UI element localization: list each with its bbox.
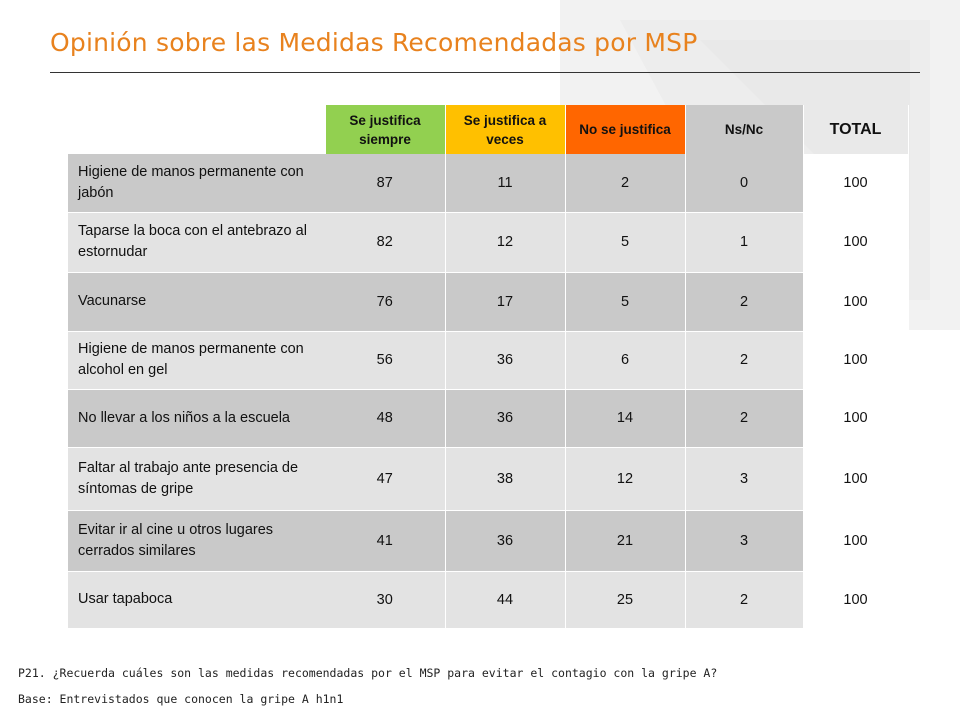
value-siempre: 87: [325, 154, 446, 213]
value-a-veces: 36: [445, 389, 566, 448]
row-label: No llevar a los niños a la escuela: [68, 389, 325, 448]
value-siempre: 41: [325, 510, 446, 572]
opinion-table: Se justifica siempre Se justifica a vece…: [68, 105, 909, 629]
header-blank: [68, 105, 326, 154]
value-nsnc: 2: [685, 331, 804, 390]
row-label: Usar tapaboca: [68, 571, 325, 629]
value-a-veces: 11: [445, 154, 566, 213]
value-no-justifica: 5: [565, 272, 686, 332]
table-row: No llevar a los niños a la escuela 48 36…: [68, 389, 909, 448]
value-no-justifica: 12: [565, 447, 686, 511]
value-total: 100: [803, 272, 909, 332]
value-no-justifica: 2: [565, 154, 686, 213]
value-total: 100: [803, 331, 909, 390]
row-label: Evitar ir al cine u otros lugares cerrad…: [68, 510, 325, 572]
value-nsnc: 1: [685, 212, 804, 273]
value-siempre: 56: [325, 331, 446, 390]
header-no-justifica: No se justifica: [565, 105, 686, 154]
table-row: Higiene de manos permanente con alcohol …: [68, 331, 909, 390]
title-divider: [50, 72, 920, 73]
header-total: TOTAL: [803, 105, 909, 154]
value-total: 100: [803, 510, 909, 572]
value-siempre: 47: [325, 447, 446, 511]
value-nsnc: 2: [685, 272, 804, 332]
value-siempre: 48: [325, 389, 446, 448]
row-label: Vacunarse: [68, 272, 325, 332]
header-row: Se justifica siempre Se justifica a vece…: [68, 105, 909, 154]
value-nsnc: 2: [685, 571, 804, 629]
footer-base: Base: Entrevistados que conocen la gripe…: [18, 692, 344, 706]
value-siempre: 76: [325, 272, 446, 332]
value-total: 100: [803, 447, 909, 511]
footer-question: P21. ¿Recuerda cuáles son las medidas re…: [18, 666, 718, 680]
value-a-veces: 44: [445, 571, 566, 629]
value-siempre: 30: [325, 571, 446, 629]
table-row: Taparse la boca con el antebrazo al esto…: [68, 212, 909, 273]
table-row: Evitar ir al cine u otros lugares cerrad…: [68, 510, 909, 572]
row-label: Higiene de manos permanente con jabón: [68, 154, 325, 213]
value-a-veces: 38: [445, 447, 566, 511]
header-a-veces: Se justifica a veces: [445, 105, 566, 154]
header-nsnc: Ns/Nc: [685, 105, 804, 154]
header-siempre: Se justifica siempre: [325, 105, 446, 154]
row-label: Taparse la boca con el antebrazo al esto…: [68, 212, 325, 273]
value-nsnc: 3: [685, 447, 804, 511]
row-label: Faltar al trabajo ante presencia de sínt…: [68, 447, 325, 511]
value-total: 100: [803, 212, 909, 273]
value-total: 100: [803, 389, 909, 448]
value-no-justifica: 5: [565, 212, 686, 273]
value-no-justifica: 6: [565, 331, 686, 390]
value-siempre: 82: [325, 212, 446, 273]
table-row: Higiene de manos permanente con jabón 87…: [68, 154, 909, 213]
value-a-veces: 12: [445, 212, 566, 273]
value-no-justifica: 25: [565, 571, 686, 629]
page-title: Opinión sobre las Medidas Recomendadas p…: [50, 28, 698, 57]
table-row: Usar tapaboca 30 44 25 2 100: [68, 571, 909, 629]
table-row: Vacunarse 76 17 5 2 100: [68, 272, 909, 332]
table-row: Faltar al trabajo ante presencia de sínt…: [68, 447, 909, 511]
value-total: 100: [803, 154, 909, 213]
value-nsnc: 0: [685, 154, 804, 213]
value-a-veces: 36: [445, 510, 566, 572]
value-no-justifica: 21: [565, 510, 686, 572]
row-label: Higiene de manos permanente con alcohol …: [68, 331, 325, 390]
value-total: 100: [803, 571, 909, 629]
value-nsnc: 2: [685, 389, 804, 448]
value-a-veces: 36: [445, 331, 566, 390]
value-a-veces: 17: [445, 272, 566, 332]
value-no-justifica: 14: [565, 389, 686, 448]
value-nsnc: 3: [685, 510, 804, 572]
